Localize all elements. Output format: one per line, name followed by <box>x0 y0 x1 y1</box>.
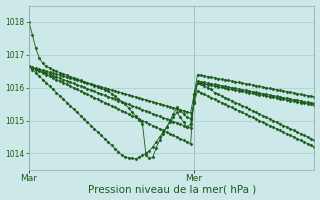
X-axis label: Pression niveau de la mer( hPa ): Pression niveau de la mer( hPa ) <box>88 184 256 194</box>
